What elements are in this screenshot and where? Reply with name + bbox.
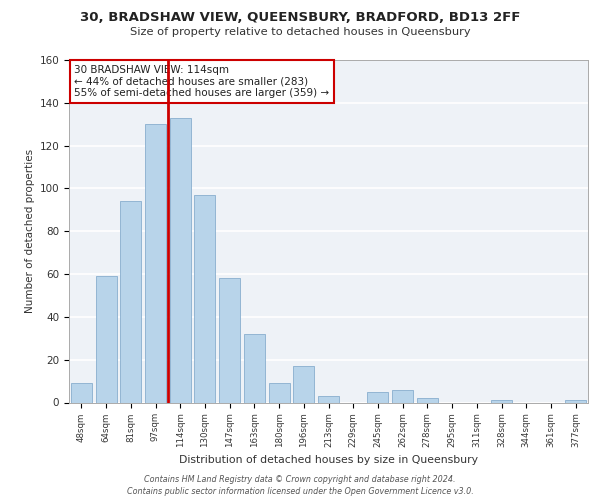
Bar <box>392 390 413 402</box>
Bar <box>120 202 141 402</box>
Bar <box>318 396 339 402</box>
Text: Contains HM Land Registry data © Crown copyright and database right 2024.: Contains HM Land Registry data © Crown c… <box>144 475 456 484</box>
X-axis label: Distribution of detached houses by size in Queensbury: Distribution of detached houses by size … <box>179 456 478 466</box>
Bar <box>293 366 314 403</box>
Bar <box>95 276 116 402</box>
Bar <box>170 118 191 403</box>
Y-axis label: Number of detached properties: Number of detached properties <box>25 149 35 314</box>
Bar <box>194 195 215 402</box>
Bar <box>244 334 265 402</box>
Bar <box>269 383 290 402</box>
Text: Contains public sector information licensed under the Open Government Licence v3: Contains public sector information licen… <box>127 487 473 496</box>
Bar <box>491 400 512 402</box>
Text: 30 BRADSHAW VIEW: 114sqm
← 44% of detached houses are smaller (283)
55% of semi-: 30 BRADSHAW VIEW: 114sqm ← 44% of detach… <box>74 65 329 98</box>
Text: 30, BRADSHAW VIEW, QUEENSBURY, BRADFORD, BD13 2FF: 30, BRADSHAW VIEW, QUEENSBURY, BRADFORD,… <box>80 11 520 24</box>
Text: Size of property relative to detached houses in Queensbury: Size of property relative to detached ho… <box>130 27 470 37</box>
Bar <box>565 400 586 402</box>
Bar <box>145 124 166 402</box>
Bar <box>367 392 388 402</box>
Bar <box>71 383 92 402</box>
Bar <box>219 278 240 402</box>
Bar <box>417 398 438 402</box>
